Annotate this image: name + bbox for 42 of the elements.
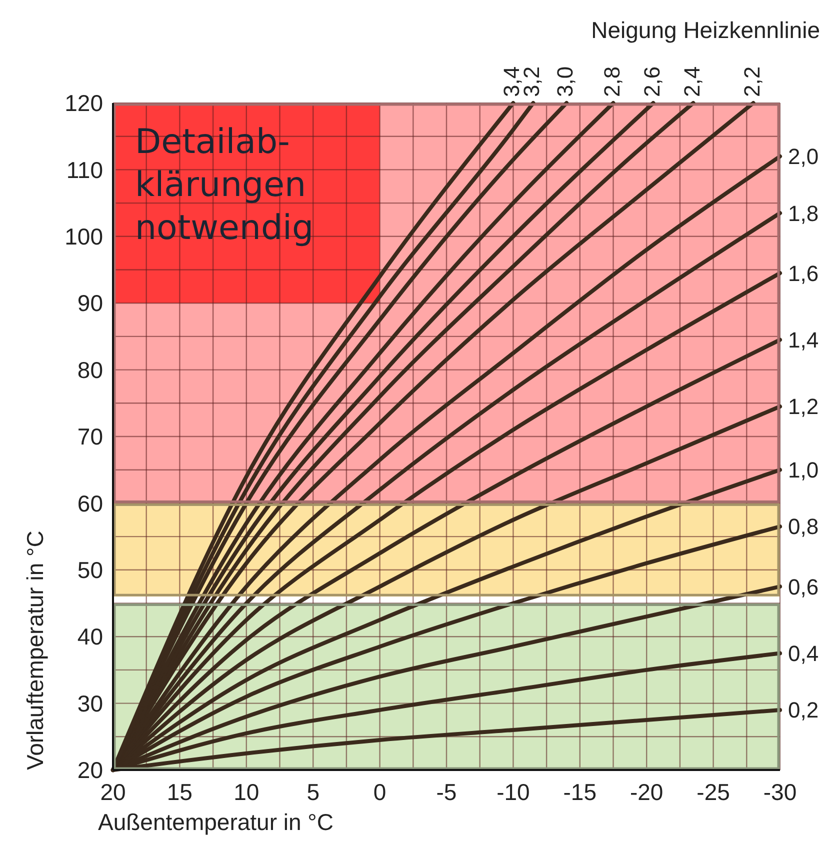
- text: 2,4: [679, 66, 704, 97]
- y-tick-label: 110: [66, 156, 103, 183]
- series-label: 0,6: [788, 574, 819, 600]
- y-tick-label: 120: [64, 90, 103, 116]
- series-label: 1,4: [788, 327, 819, 352]
- series-label: 1,2: [788, 394, 819, 420]
- x-tick-label: -5: [436, 779, 457, 805]
- x-tick-label: -20: [630, 779, 664, 805]
- text: 2,6: [639, 66, 664, 97]
- y-tick-label: 20: [77, 757, 103, 784]
- x-tick-label: -15: [563, 779, 597, 805]
- x-tick-label: -10: [496, 779, 530, 805]
- y-axis-title: Vorlauftemperatur in °C: [22, 530, 48, 770]
- text: 3,0: [552, 66, 578, 97]
- annotation: Detailab- klärungen notwendig: [135, 122, 314, 248]
- x-tick-label: 15: [166, 779, 192, 805]
- series-label: 0,2: [788, 698, 819, 723]
- series-label: 0,4: [788, 640, 819, 666]
- x-tick-label: 20: [100, 779, 126, 805]
- x-tick-label: -25: [696, 779, 730, 805]
- y-tick-label: 70: [77, 424, 103, 450]
- y-tick-label: 30: [77, 690, 103, 716]
- y-tick-label: 100: [64, 223, 103, 250]
- x-axis-title: Außentemperatur in °C: [98, 809, 334, 835]
- series-label: 2,0: [788, 144, 819, 170]
- text: 2,8: [599, 66, 624, 97]
- x-tick-label: -30: [763, 779, 797, 805]
- x-tick-label: 10: [234, 779, 260, 805]
- y-tick-label: 90: [77, 290, 103, 316]
- legend-title: Neigung Heizkennlinie: [591, 17, 820, 43]
- series-label: 0,8: [788, 514, 819, 540]
- text: 2,2: [739, 66, 764, 97]
- y-tick-label: 60: [77, 490, 103, 516]
- text: 3,4: [499, 66, 524, 97]
- series-label: 1,6: [788, 260, 819, 286]
- y-tick-label: 80: [77, 356, 103, 383]
- series-label: 1,8: [788, 200, 819, 226]
- x-tick-label: 5: [306, 779, 320, 805]
- series-label: 1,0: [788, 458, 819, 483]
- y-tick-label: 50: [77, 556, 103, 583]
- y-tick-label: 40: [77, 624, 103, 650]
- x-tick-label: 0: [373, 779, 386, 805]
